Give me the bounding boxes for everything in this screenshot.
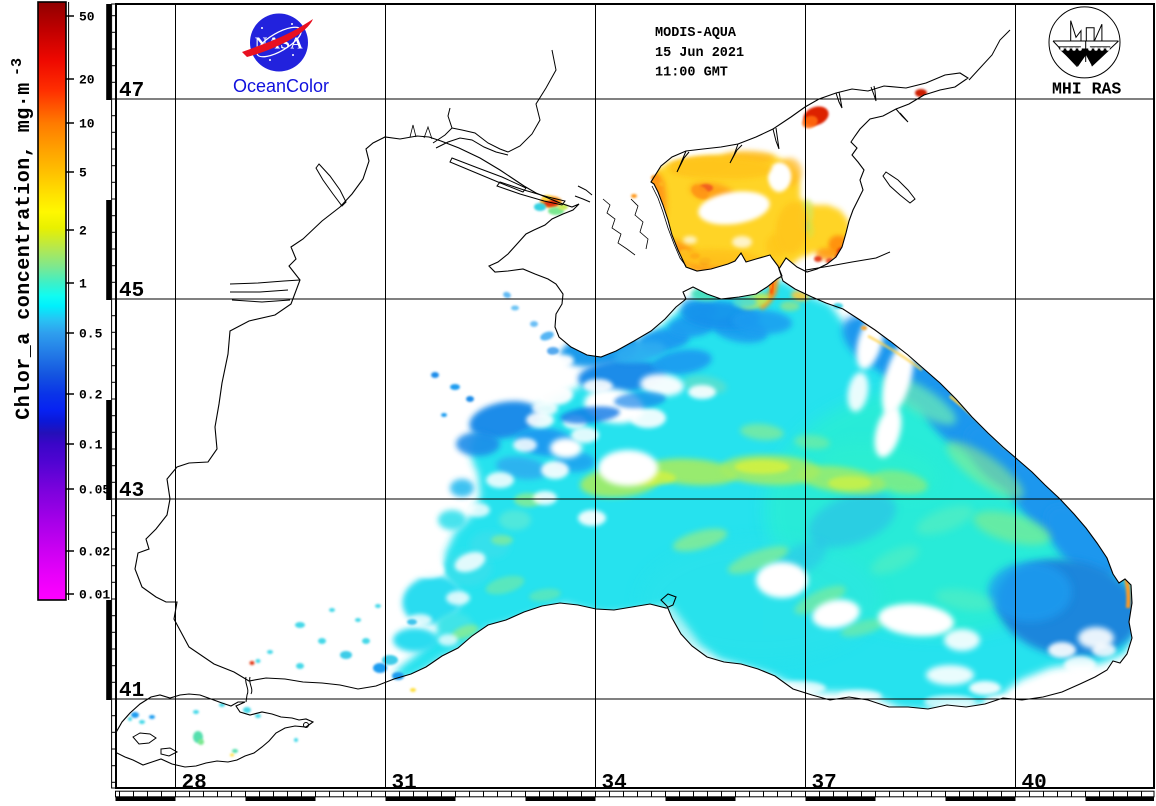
svg-text:Chlor_a concentration, mg·m: Chlor_a concentration, mg·m	[13, 82, 36, 420]
svg-text:43: 43	[119, 480, 144, 503]
svg-text:37: 37	[812, 772, 837, 795]
svg-text:0.01: 0.01	[79, 588, 110, 603]
svg-text:0.02: 0.02	[79, 545, 110, 560]
svg-text:31: 31	[392, 772, 417, 795]
svg-text:11:00 GMT: 11:00 GMT	[655, 66, 728, 81]
svg-text:OceanColor: OceanColor	[233, 76, 329, 96]
svg-text:2: 2	[79, 224, 87, 239]
svg-text:1: 1	[79, 277, 87, 292]
svg-text:40: 40	[1022, 772, 1047, 795]
svg-text:28: 28	[182, 772, 207, 795]
svg-text:MHI RAS: MHI RAS	[1052, 80, 1121, 99]
svg-text:41: 41	[119, 680, 144, 703]
svg-text:45: 45	[119, 280, 144, 303]
svg-text:0.1: 0.1	[79, 438, 103, 453]
svg-text:5: 5	[79, 166, 87, 181]
svg-text:0.2: 0.2	[79, 388, 103, 403]
svg-text:10: 10	[79, 117, 95, 132]
svg-text:34: 34	[602, 772, 627, 795]
svg-text:50: 50	[79, 10, 95, 25]
svg-text:0.5: 0.5	[79, 327, 103, 342]
svg-text:MODIS-AQUA: MODIS-AQUA	[655, 26, 737, 41]
svg-text:20: 20	[79, 73, 95, 88]
svg-text:0.05: 0.05	[79, 483, 110, 498]
svg-text:47: 47	[119, 80, 144, 103]
svg-text:15 Jun 2021: 15 Jun 2021	[655, 46, 744, 61]
svg-text:-3: -3	[9, 58, 26, 76]
